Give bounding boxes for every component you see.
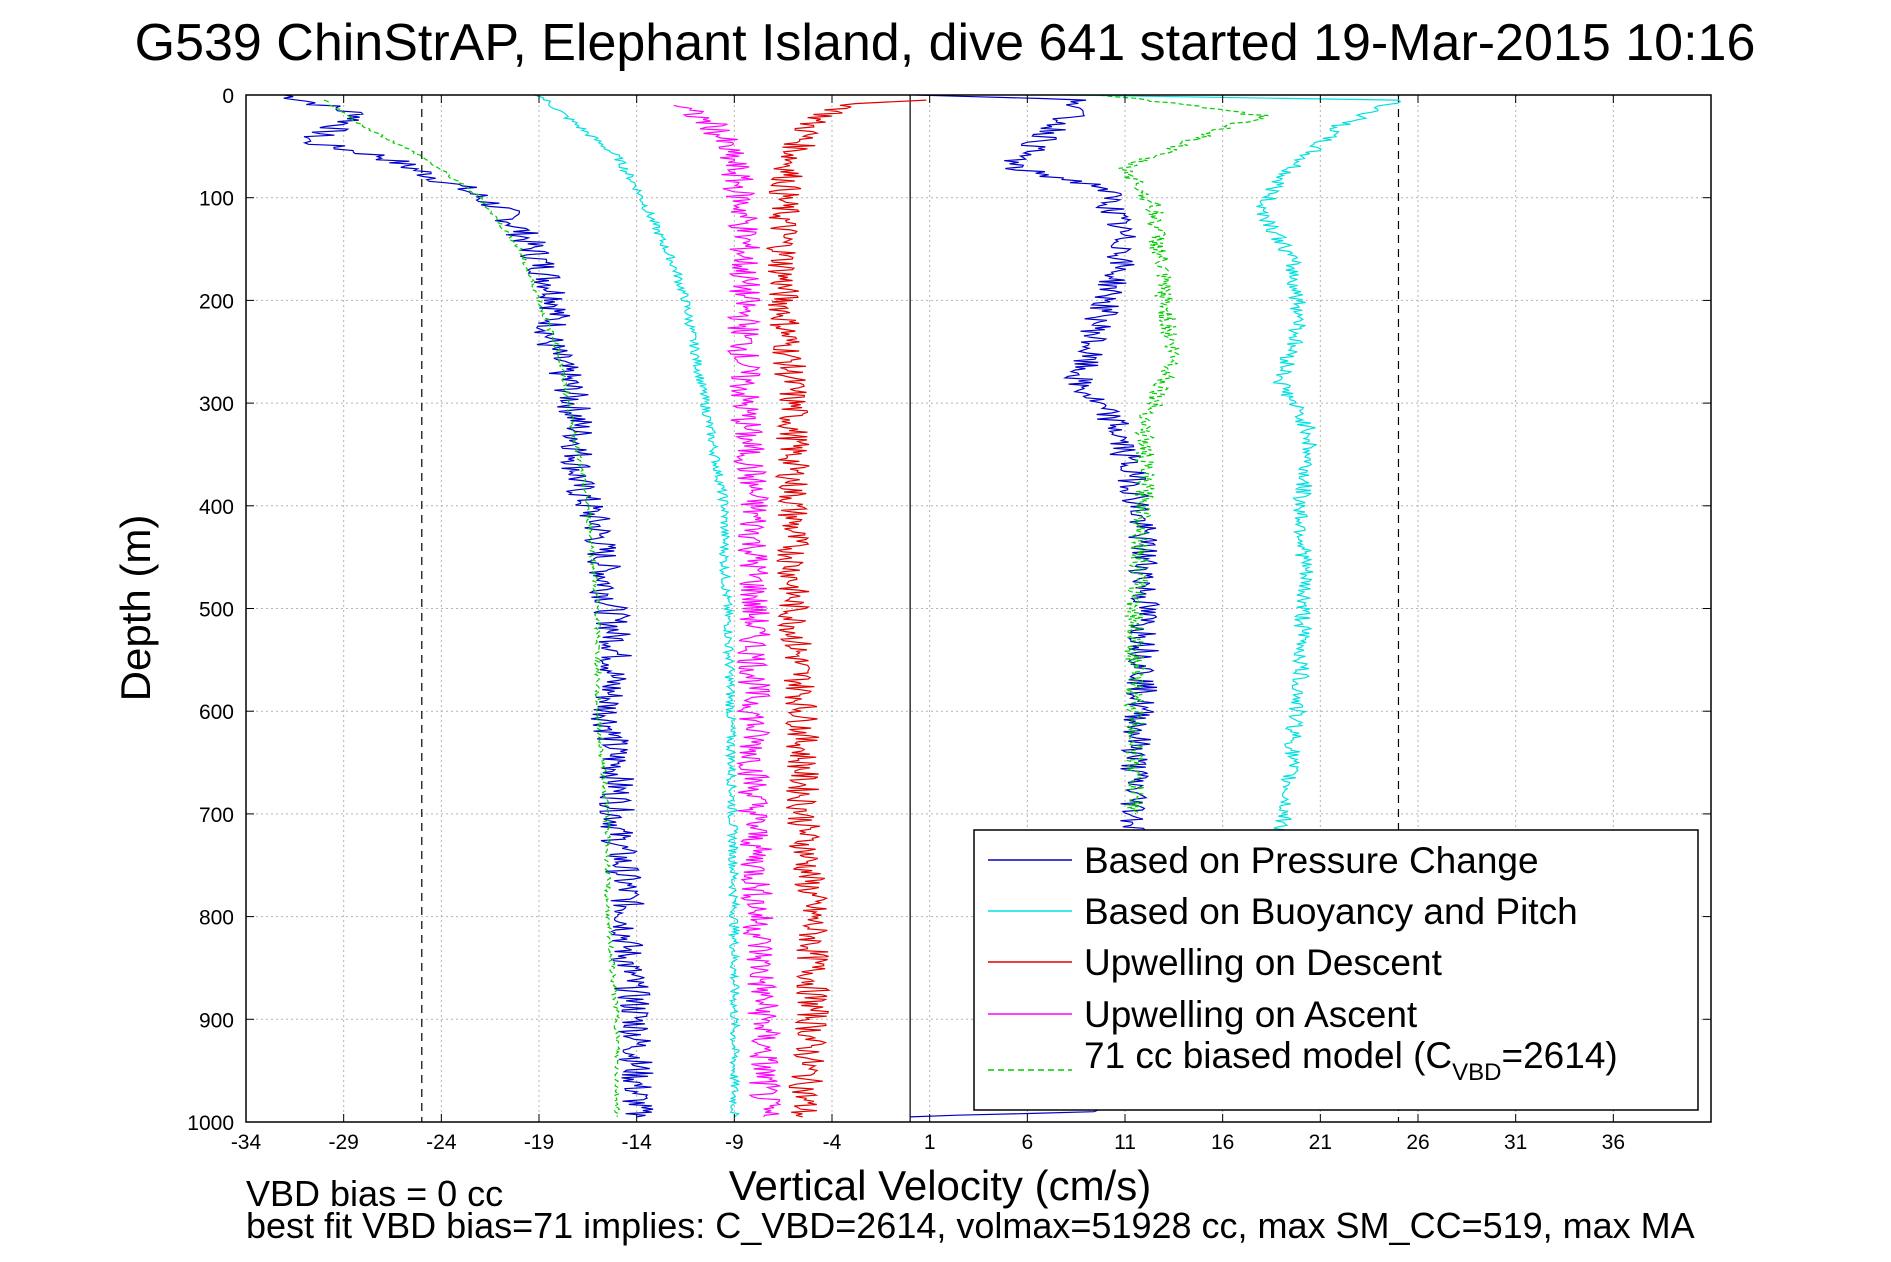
- x-tick-label: 26: [1406, 1131, 1429, 1154]
- vbd-bias-note: VBD bias = 0 cc: [246, 1173, 503, 1214]
- x-tick-label: -14: [621, 1131, 652, 1154]
- x-tick-label: 31: [1504, 1131, 1527, 1154]
- y-tick-label: 700: [199, 804, 234, 827]
- y-tick-label: 500: [199, 599, 234, 622]
- x-tick-label: 21: [1309, 1131, 1332, 1154]
- best-fit-note: best fit VBD bias=71 implies: C_VBD=2614…: [246, 1205, 1695, 1246]
- x-tick-label: 11: [1114, 1131, 1136, 1154]
- series-line-7: [1099, 94, 1269, 815]
- x-tick-label: 1: [924, 1131, 936, 1154]
- y-tick-label: 100: [199, 188, 234, 211]
- x-tick-label: -34: [231, 1131, 262, 1154]
- legend-label-model-sub: VBD: [1452, 1059, 1501, 1086]
- legend-label-descent: Upwelling on Descent: [1084, 942, 1443, 983]
- y-tick-label: 400: [199, 496, 234, 519]
- x-tick-label: 6: [1021, 1131, 1033, 1154]
- y-tick-label: 800: [199, 907, 234, 930]
- x-tick-label: -9: [725, 1131, 744, 1154]
- x-tick-label: -19: [524, 1131, 554, 1154]
- chart-title: G539 ChinStrAP, Elephant Island, dive 64…: [135, 14, 1756, 72]
- series-line-4: [323, 99, 622, 1118]
- x-tick-label: -24: [426, 1131, 457, 1154]
- y-tick-label: 0: [222, 85, 234, 108]
- series-line-1: [534, 94, 741, 1118]
- legend-label-model: 71 cc biased model (CVBD=2614): [1084, 1035, 1618, 1086]
- legend-label-ascent: Upwelling on Ascent: [1084, 994, 1418, 1035]
- series-line-6: [1065, 94, 1402, 835]
- y-tick-label: 300: [199, 393, 234, 416]
- y-axis-label: Depth (m): [112, 515, 159, 702]
- y-tick-label: 1000: [187, 1112, 234, 1135]
- x-tick-label: -29: [328, 1131, 358, 1154]
- series-line-2: [766, 99, 927, 1118]
- y-tick-label: 900: [199, 1009, 234, 1032]
- legend-box: [973, 829, 1699, 1111]
- y-tick-label: 600: [199, 701, 234, 724]
- legend-label-buoyancy: Based on Buoyancy and Pitch: [1084, 891, 1578, 932]
- legend-label-model-end: =2614): [1501, 1035, 1617, 1076]
- y-axis-ticks: 0 100 200 300 400 500 600 700 800 900 1000: [187, 85, 1711, 1135]
- series-line-0: [283, 94, 654, 1118]
- legend-label-model-main: 71 cc biased model (C: [1084, 1035, 1452, 1076]
- x-tick-label: -4: [823, 1131, 842, 1154]
- x-tick-label: 36: [1602, 1131, 1625, 1154]
- x-axis-label: Vertical Velocity (cm/s): [729, 1162, 1151, 1209]
- legend: Based on Pressure Change Based on Buoyan…: [973, 829, 1699, 1111]
- x-axis-ticks: -34 -29 -24 -19 -14 -9 -4 1 6 11 16 21 26 31 36: [231, 95, 1625, 1154]
- y-tick-label: 200: [199, 290, 234, 313]
- x-tick-label: 16: [1211, 1131, 1234, 1154]
- legend-label-pressure: Based on Pressure Change: [1084, 840, 1539, 881]
- series-line-3: [673, 104, 782, 1118]
